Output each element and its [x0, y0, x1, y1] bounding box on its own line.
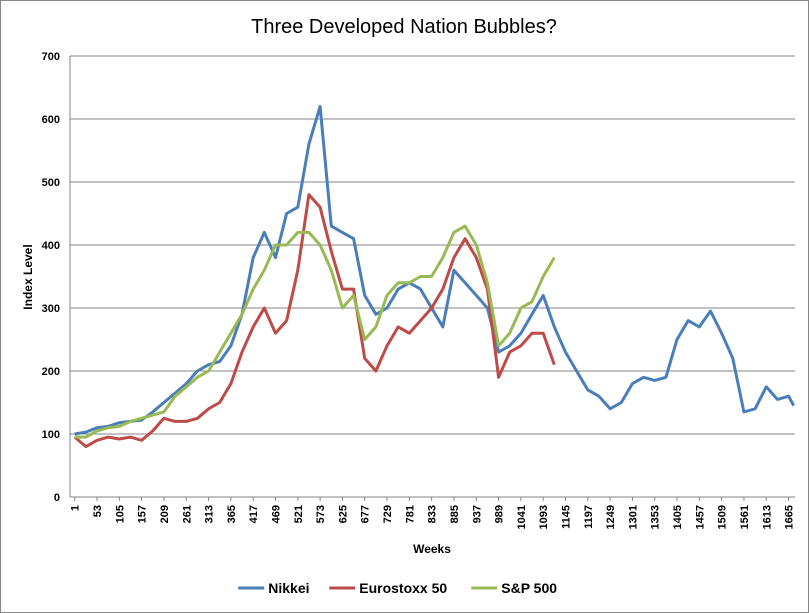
x-tick-label: 1613	[761, 505, 773, 529]
x-tick-label: 1041	[516, 505, 528, 529]
x-tick-label: 1665	[784, 505, 796, 529]
x-tick-label: 1301	[627, 505, 639, 529]
x-tick-label: 1405	[672, 505, 684, 529]
legend-label: S&P 500	[501, 580, 557, 596]
series-line	[73, 193, 556, 449]
x-axis-title: Weeks	[413, 542, 451, 556]
y-tick-label: 500	[42, 177, 60, 189]
x-tick-label: 677	[360, 505, 372, 523]
x-tick-label: 1509	[717, 505, 729, 529]
chart-title: Three Developed Nation Bubbles?	[251, 16, 557, 38]
x-tick-label: 417	[248, 505, 260, 523]
x-tick-label: 53	[92, 505, 104, 517]
y-tick-label: 100	[42, 429, 60, 441]
x-tick-label: 1353	[650, 505, 662, 529]
y-tick-label: 300	[42, 303, 60, 315]
x-tick-label: 261	[181, 505, 193, 523]
y-tick-label: 0	[54, 492, 60, 504]
x-tick-label: 469	[270, 505, 282, 523]
x-tick-label: 1197	[583, 505, 595, 529]
series-line	[74, 104, 796, 436]
x-tick-label: 885	[449, 505, 461, 523]
x-tick-label: 521	[293, 505, 305, 523]
x-tick-label: 781	[404, 505, 416, 523]
x-tick-label: 1561	[739, 505, 751, 529]
x-tick-label: 729	[382, 505, 394, 523]
y-tick-label: 200	[42, 366, 60, 378]
x-tick-label: 573	[315, 505, 327, 523]
x-tick-label: 209	[159, 505, 171, 523]
y-tick-label: 400	[42, 240, 60, 252]
x-tick-label: 1093	[538, 505, 550, 529]
x-tick-label: 105	[114, 505, 126, 523]
legend-label: Nikkei	[268, 580, 309, 596]
x-tick-label: 1145	[560, 505, 572, 529]
x-tick-label: 313	[204, 505, 216, 523]
x-tick-label: 1457	[694, 505, 706, 529]
legend-label: Eurostoxx 50	[359, 580, 447, 596]
x-tick-label: 833	[427, 505, 439, 523]
x-tick-label: 365	[226, 505, 238, 523]
x-tick-label: 625	[337, 505, 349, 523]
x-tick-label: 937	[471, 505, 483, 523]
y-tick-label: 600	[42, 114, 60, 126]
x-tick-label: 989	[494, 505, 506, 523]
x-tick-label: 1249	[605, 505, 617, 529]
y-tick-label: 700	[42, 51, 60, 63]
y-axis-title: Index Level	[21, 244, 35, 309]
x-tick-label: 157	[137, 505, 149, 523]
series-line	[74, 224, 556, 439]
x-tick-label: 1	[70, 505, 82, 511]
